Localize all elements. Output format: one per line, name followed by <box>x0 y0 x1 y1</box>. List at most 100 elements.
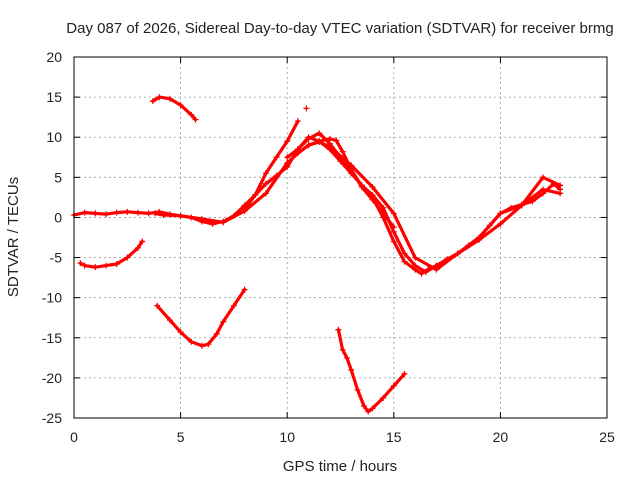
data-point <box>316 138 323 145</box>
series-track-8 <box>155 288 247 348</box>
data-point <box>326 135 333 142</box>
data-point <box>294 118 301 125</box>
series-track-1 <box>72 135 562 276</box>
data-point <box>188 111 195 118</box>
data-point <box>557 190 564 197</box>
data-point <box>305 135 312 142</box>
data-point <box>81 209 88 216</box>
data-point <box>343 354 350 361</box>
y-tick-label: -25 <box>42 410 62 426</box>
data-point <box>149 98 156 105</box>
data-point <box>262 180 269 187</box>
data-point <box>335 326 342 333</box>
data-point <box>213 330 220 337</box>
data-point <box>154 302 161 309</box>
x-tick-label: 10 <box>279 429 295 445</box>
data-point <box>124 254 131 261</box>
data-point <box>81 262 88 269</box>
y-tick-label: 5 <box>54 169 62 185</box>
x-tick-label: 5 <box>177 429 185 445</box>
data-point <box>134 244 141 251</box>
data-point <box>369 183 376 190</box>
data-point <box>284 138 291 145</box>
data-point <box>454 250 461 257</box>
data-point <box>365 408 372 415</box>
data-point <box>241 206 248 213</box>
y-tick-label: -20 <box>42 370 62 386</box>
data-point <box>390 224 397 231</box>
data-point <box>380 394 387 401</box>
data-point <box>294 146 301 153</box>
series-track-5 <box>306 137 396 229</box>
data-point <box>124 208 131 215</box>
data-point <box>284 159 291 166</box>
data-point <box>205 341 212 348</box>
data-point <box>145 210 152 217</box>
data-point <box>139 238 146 245</box>
x-tick-label: 25 <box>599 429 615 445</box>
y-tick-label: -5 <box>50 250 63 266</box>
data-point <box>380 210 387 217</box>
data-point <box>401 258 408 265</box>
data-point <box>540 174 547 181</box>
data-point <box>518 202 525 209</box>
data-point <box>390 382 397 389</box>
y-tick-label: 0 <box>54 209 62 225</box>
plot-frame <box>73 56 608 419</box>
data-point <box>305 142 312 149</box>
data-point <box>177 102 184 109</box>
data-point <box>77 260 84 267</box>
y-tick-label: 15 <box>46 89 62 105</box>
data-point <box>380 204 387 211</box>
series-track-2 <box>153 140 562 272</box>
y-tick-label: 10 <box>46 129 62 145</box>
data-point <box>198 342 205 349</box>
data-point <box>102 211 109 218</box>
y-axis-label: SDTVAR / TECUs <box>5 177 22 297</box>
data-point <box>401 370 408 377</box>
data-point <box>390 210 397 217</box>
data-point <box>529 198 536 205</box>
data-point <box>241 286 248 293</box>
data-point <box>152 210 159 217</box>
data-point <box>192 116 199 123</box>
data-point <box>134 209 141 216</box>
data-point <box>354 386 361 393</box>
data-point <box>113 260 120 267</box>
data-point <box>92 210 99 217</box>
x-tick-label: 20 <box>493 429 509 445</box>
data-point <box>166 95 173 102</box>
data-point <box>433 262 440 269</box>
data-point <box>230 302 237 309</box>
data-point <box>316 130 323 137</box>
data-point <box>401 250 408 257</box>
data-point <box>166 317 173 324</box>
data-point <box>339 346 346 353</box>
data-point <box>262 190 269 197</box>
data-point <box>412 254 419 261</box>
data-point <box>273 154 280 161</box>
data-point <box>303 105 310 112</box>
data-point <box>188 338 195 345</box>
data-point <box>348 366 355 373</box>
data-point <box>369 196 376 203</box>
data-point <box>102 262 109 269</box>
axis-ticks: 0 5 10 15 20 25 -25 -20 -15 -10 -5 0 5 10 15 20 <box>42 49 615 445</box>
data-point <box>540 186 547 193</box>
y-tick-label: 20 <box>46 49 62 65</box>
y-tick-label: -10 <box>42 290 62 306</box>
x-axis-label: GPS time / hours <box>283 458 397 475</box>
data-point <box>160 212 167 219</box>
data-point <box>497 210 504 217</box>
data-point <box>369 405 376 412</box>
data-point <box>284 154 291 161</box>
series-track-4 <box>285 131 562 274</box>
data-point <box>557 182 564 189</box>
data-point <box>360 402 367 409</box>
series-track-7 <box>151 95 198 122</box>
data-point <box>390 238 397 245</box>
grid-lines <box>73 56 608 419</box>
data-point <box>113 209 120 216</box>
series-track-6 <box>78 239 144 269</box>
